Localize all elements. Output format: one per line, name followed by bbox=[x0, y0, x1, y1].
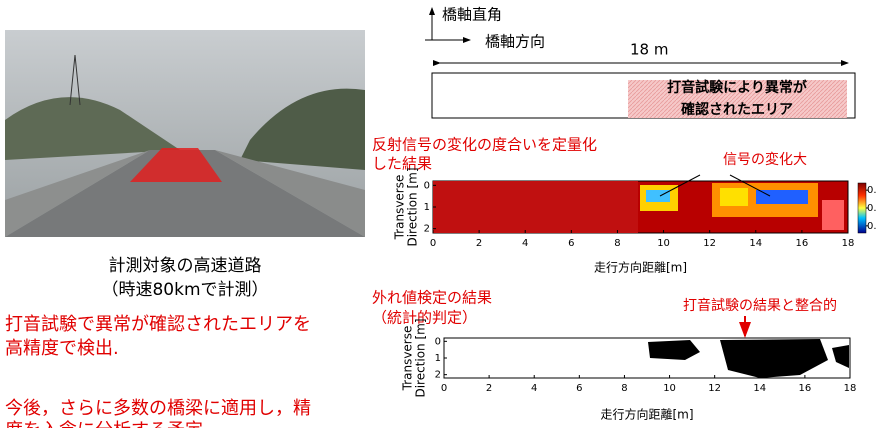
y-axis-label: Transverse bbox=[393, 175, 407, 241]
x-tick-label: 2 bbox=[486, 383, 492, 394]
y-tick-label: 1 bbox=[435, 353, 441, 364]
x-axis-label: 走行方向距離[m] bbox=[594, 260, 687, 275]
heatmap-1 bbox=[432, 180, 867, 234]
annotation-line bbox=[729, 174, 771, 197]
y-tick-label: 0 bbox=[435, 336, 441, 347]
axis-label: 橋軸直角 bbox=[442, 6, 502, 24]
x-tick-label: 8 bbox=[621, 383, 627, 394]
colorbar-tick-label: 0.9 bbox=[867, 203, 877, 214]
road-photo bbox=[5, 30, 365, 237]
x-tick-label: 8 bbox=[614, 238, 620, 249]
finding: 度を入念に分析する予定 bbox=[5, 419, 203, 428]
x-tick-label: 10 bbox=[657, 238, 670, 249]
area-label: 打音試験により異常が bbox=[667, 79, 808, 96]
length-label: 18 m bbox=[630, 41, 668, 59]
finding: 高精度で検出. bbox=[5, 338, 119, 359]
plot-title: した結果 bbox=[372, 155, 432, 173]
y-axis-label: Direction [m] bbox=[414, 318, 428, 397]
annotation: 打音試験の結果と整合的 bbox=[683, 297, 837, 314]
x-tick-label: 0 bbox=[441, 383, 447, 394]
x-tick-label: 14 bbox=[749, 238, 762, 249]
y-tick-label: 1 bbox=[424, 202, 430, 213]
x-tick-label: 18 bbox=[842, 238, 855, 249]
x-tick-label: 12 bbox=[708, 383, 721, 394]
y-tick-label: 2 bbox=[435, 370, 441, 381]
colorbar-tick-label: 0.95 bbox=[867, 185, 877, 196]
y-tick-label: 2 bbox=[424, 224, 430, 235]
colorbar-tick-label: 0.85 bbox=[867, 221, 877, 232]
x-tick-label: 16 bbox=[799, 383, 812, 394]
x-tick-label: 6 bbox=[576, 383, 582, 394]
finding: 打音試験で異常が確認されたエリアを bbox=[5, 314, 311, 335]
y-axis-label: Transverse bbox=[401, 326, 415, 392]
x-tick-label: 6 bbox=[568, 238, 574, 249]
caption: 計測対象の高速道路 bbox=[109, 256, 262, 276]
x-tick-label: 4 bbox=[522, 238, 528, 249]
x-tick-label: 10 bbox=[663, 383, 676, 394]
bridge-diagram bbox=[425, 7, 856, 119]
plot-title: 反射信号の変化の度合いを定量化 bbox=[372, 136, 597, 154]
x-tick-label: 12 bbox=[703, 238, 716, 249]
finding: 今後，さらに多数の橋梁に適用し，精 bbox=[5, 398, 311, 419]
x-tick-label: 18 bbox=[844, 383, 857, 394]
x-tick-label: 0 bbox=[430, 238, 436, 249]
x-tick-label: 4 bbox=[531, 383, 537, 394]
y-axis-label: Direction [m] bbox=[406, 167, 420, 246]
outlier-map bbox=[443, 337, 851, 379]
axis-label: 橋軸方向 bbox=[485, 33, 545, 51]
plot-title: （統計的判定） bbox=[372, 309, 477, 327]
y-tick-label: 0 bbox=[424, 180, 430, 191]
annotation-line bbox=[659, 174, 701, 197]
plot-title: 外れ値検定の結果 bbox=[372, 289, 492, 307]
caption: （時速80kmで計測） bbox=[101, 280, 268, 300]
x-tick-label: 16 bbox=[796, 238, 809, 249]
annotation: 信号の変化大 bbox=[723, 151, 807, 168]
x-axis-label: 走行方向距離[m] bbox=[600, 407, 693, 422]
x-tick-label: 14 bbox=[753, 383, 766, 394]
area-label: 確認されたエリア bbox=[681, 101, 793, 118]
x-tick-label: 2 bbox=[476, 238, 482, 249]
